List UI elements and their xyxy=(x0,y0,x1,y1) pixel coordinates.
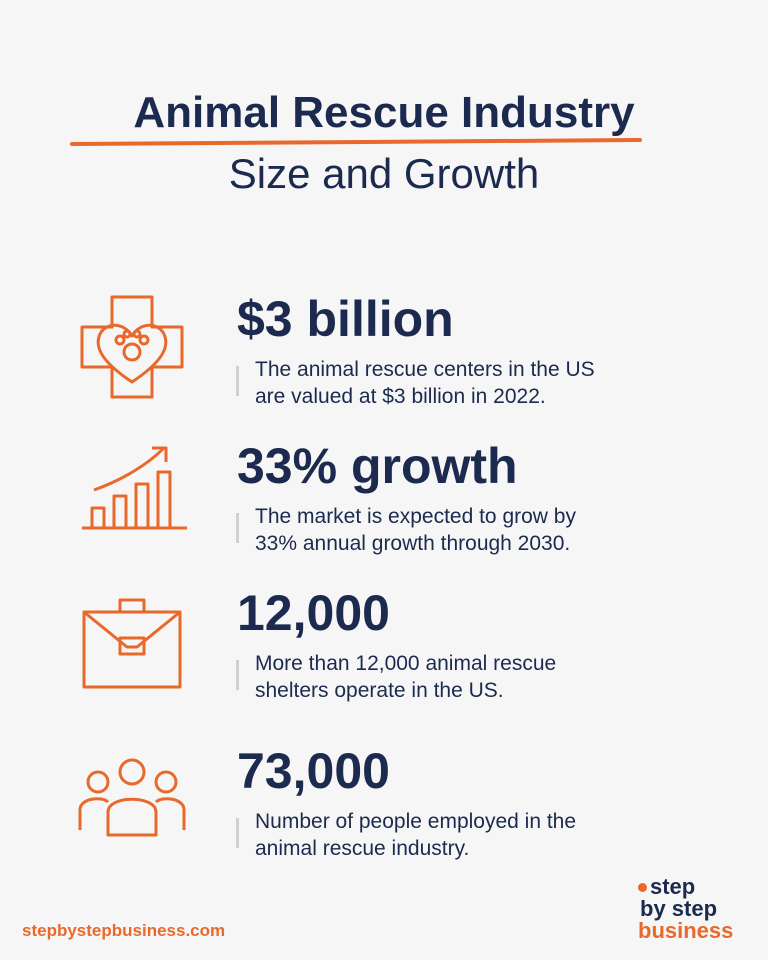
icon-briefcase xyxy=(82,598,182,689)
logo-dot xyxy=(638,883,647,892)
stat-description: shelters operate in the US. xyxy=(255,679,504,702)
icon-people xyxy=(78,758,186,837)
icon-growth xyxy=(82,446,187,530)
logo-text: by step xyxy=(640,896,718,921)
stat-divider xyxy=(236,366,239,396)
stat-description: More than 12,000 animal rescue xyxy=(255,652,557,675)
stat-description: animal rescue industry. xyxy=(255,837,470,860)
stat-divider xyxy=(236,513,239,543)
subtitle: Size and Growth xyxy=(228,150,540,197)
icon-rescue xyxy=(80,295,184,399)
footer-url[interactable]: stepbystepbusiness.com xyxy=(22,921,226,940)
title: Animal Rescue Industry xyxy=(133,88,635,137)
logo-text: step xyxy=(650,874,696,899)
title-underline xyxy=(69,138,643,146)
stat-headline: 73,000 xyxy=(237,743,390,799)
logo-text: business xyxy=(638,918,734,943)
stat-description: are valued at $3 billion in 2022. xyxy=(255,385,546,408)
stat-headline: 12,000 xyxy=(237,585,390,641)
stat-headline: 33% growth xyxy=(237,438,518,494)
stat-description: 33% annual growth through 2030. xyxy=(255,532,571,555)
stat-divider xyxy=(236,818,239,848)
stat-headline: $3 billion xyxy=(237,291,454,347)
stat-description: The market is expected to grow by xyxy=(255,505,576,528)
stat-description: Number of people employed in the xyxy=(255,810,577,833)
stat-description: The animal rescue centers in the US xyxy=(255,358,595,381)
stat-divider xyxy=(236,660,239,690)
